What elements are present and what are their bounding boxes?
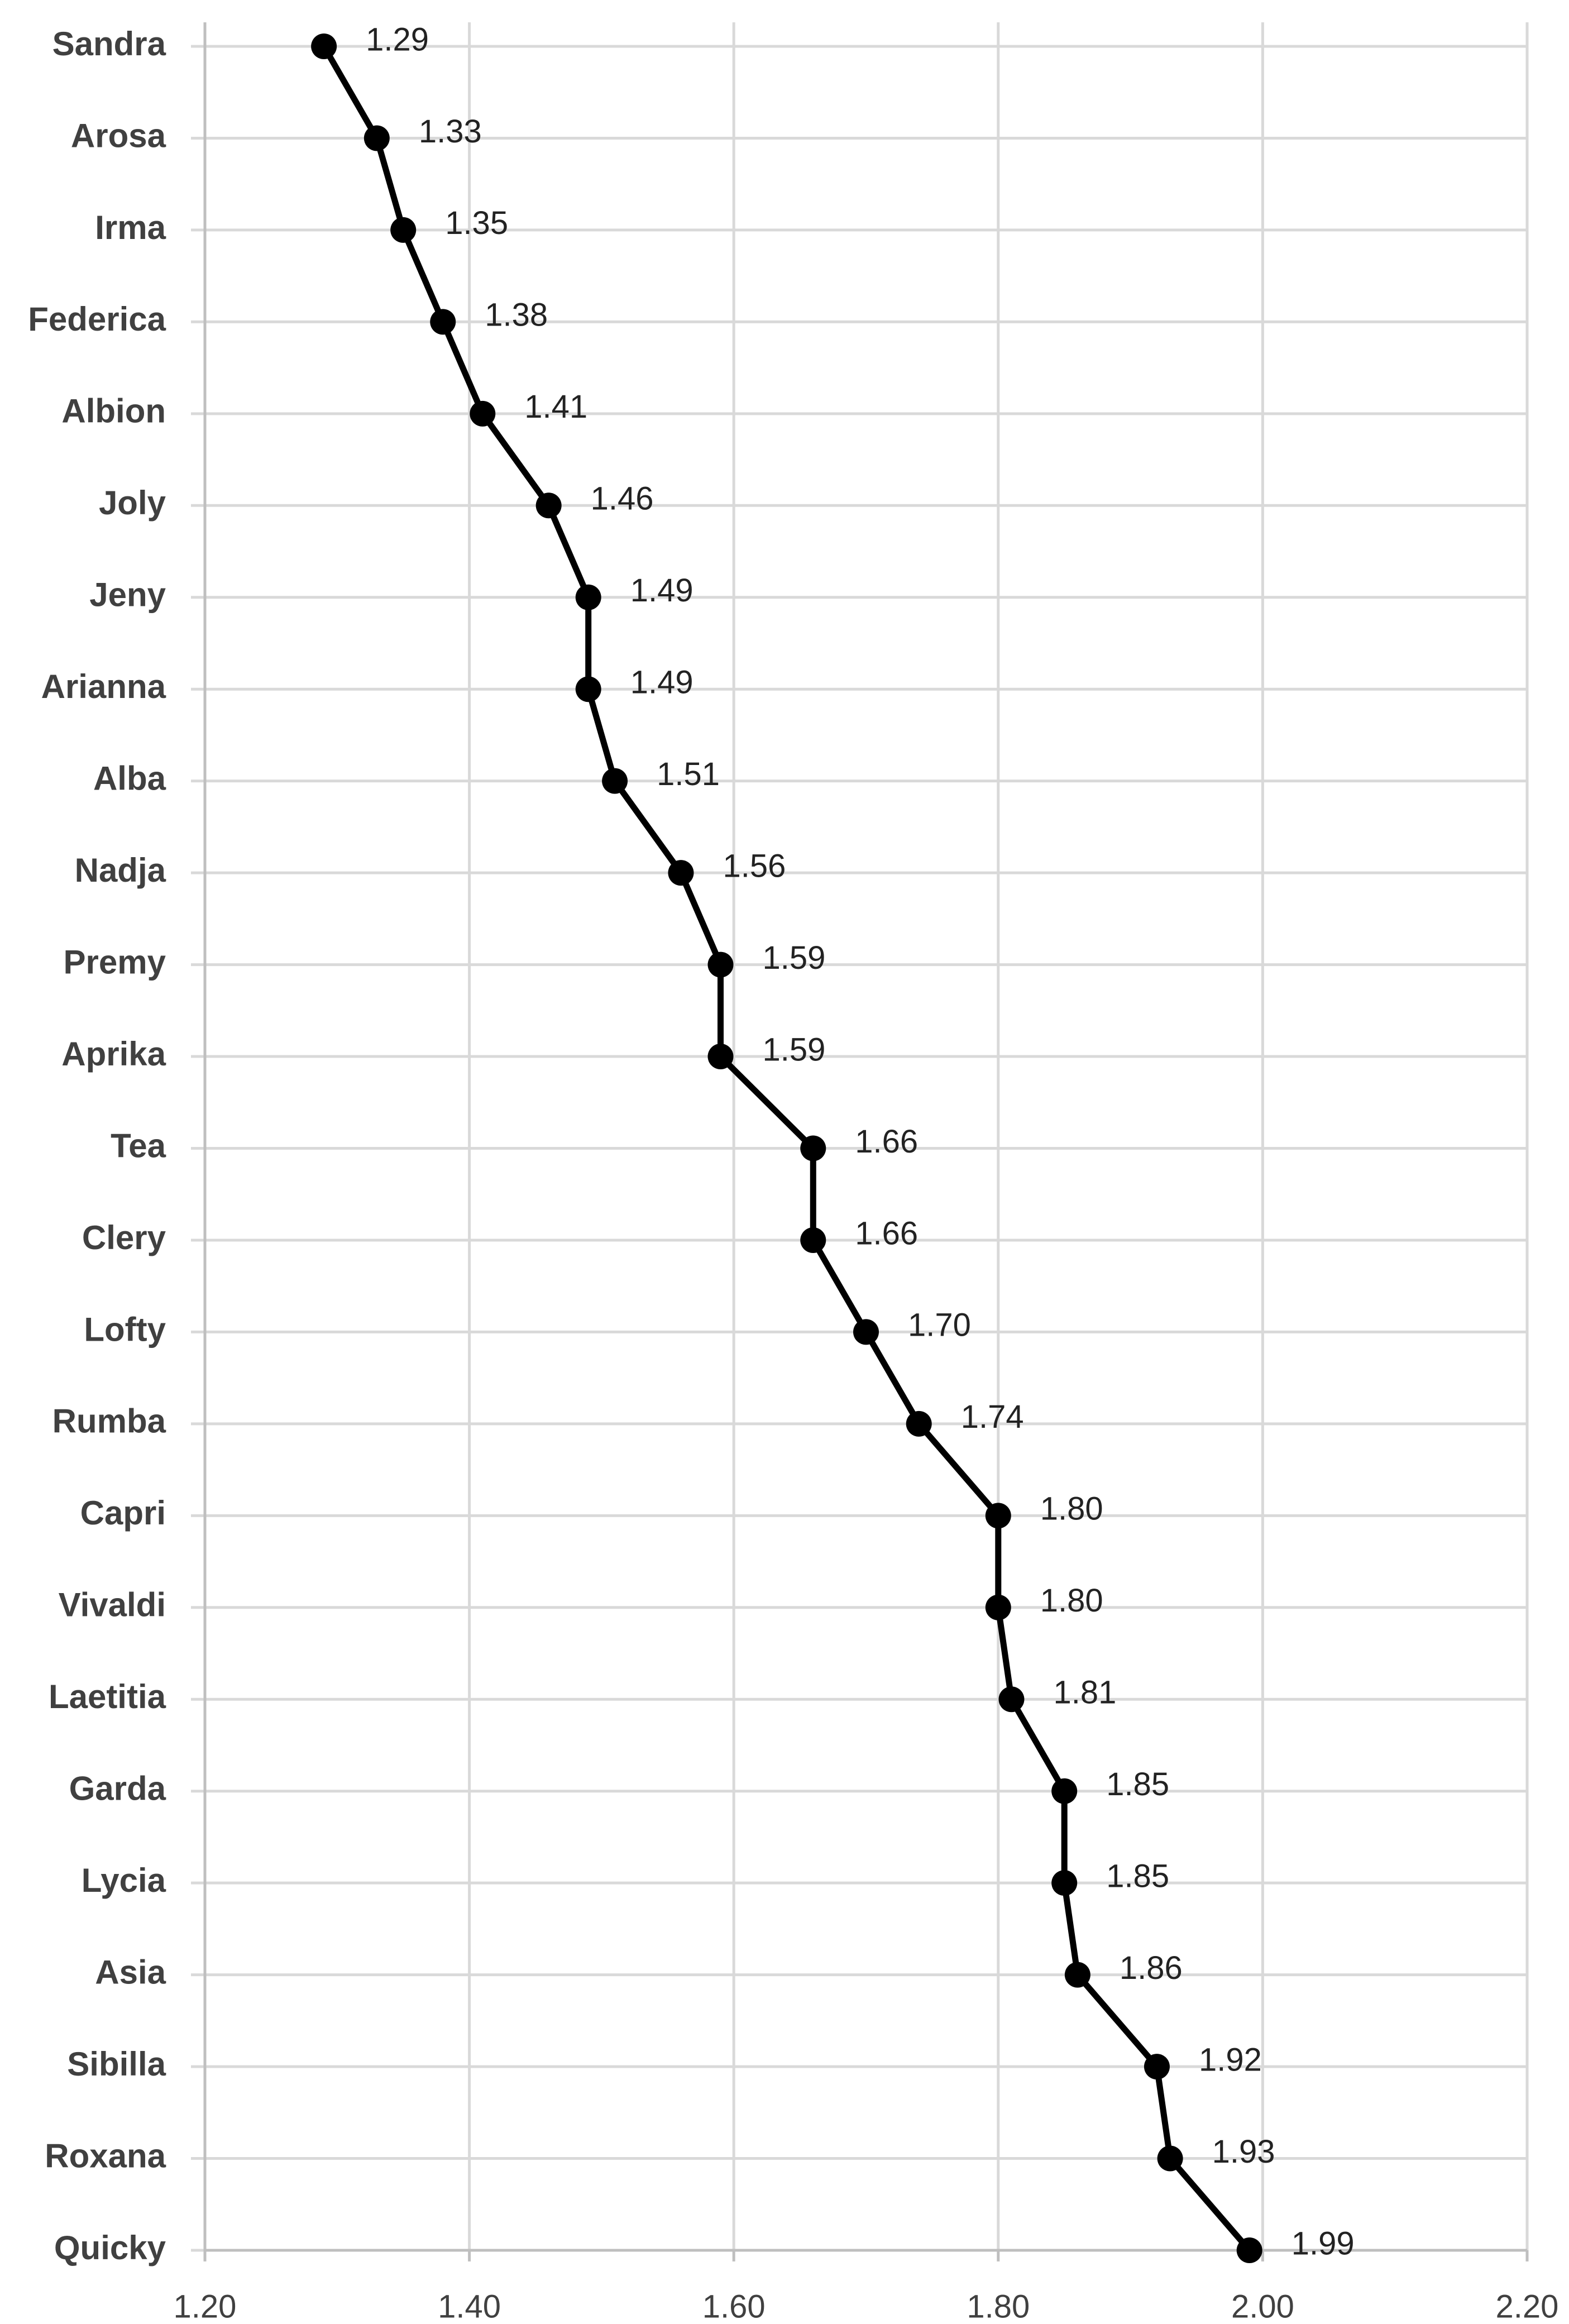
point: [985, 1503, 1011, 1529]
point: [985, 1594, 1011, 1620]
y-tick-label: Sibilla: [67, 2045, 166, 2083]
data-label: 1.49: [630, 572, 693, 609]
y-tick-label: Lofty: [84, 1311, 166, 1348]
y-tick-label: Asia: [95, 1953, 166, 1991]
data-label: 1.38: [485, 297, 548, 333]
point: [707, 951, 734, 978]
data-label: 1.80: [1040, 1582, 1103, 1619]
y-tick-label: Nadja: [75, 852, 166, 889]
point: [535, 492, 562, 519]
data-label: 1.59: [763, 940, 826, 976]
point: [906, 1410, 932, 1437]
data-label: 1.56: [723, 848, 786, 884]
point: [1064, 1962, 1090, 1988]
data-label: 1.59: [763, 1031, 826, 1068]
y-tick-label: Vivaldi: [59, 1586, 166, 1624]
point: [998, 1686, 1025, 1713]
y-tick-label: Arosa: [71, 117, 166, 154]
point: [1051, 1778, 1078, 1804]
point: [363, 125, 390, 151]
y-tick-label: Roxana: [45, 2137, 166, 2174]
y-tick-label: Sandra: [52, 25, 166, 63]
data-label: 1.33: [419, 113, 482, 150]
point: [1157, 2145, 1183, 2172]
y-tick-label: Jeny: [89, 576, 166, 614]
y-tick-label: Tea: [111, 1127, 166, 1164]
y-tick-label: Aprika: [61, 1035, 166, 1073]
y-tick-label: Premy: [64, 943, 166, 981]
point: [575, 676, 601, 702]
y-tick-label: Laetitia: [49, 1678, 166, 1715]
point: [1236, 2237, 1262, 2263]
y-tick-label: Joly: [99, 484, 166, 522]
x-tick-label: 1.60: [702, 2288, 766, 2324]
x-tick-label: 2.20: [1496, 2288, 1559, 2324]
x-tick-label: 1.40: [438, 2288, 501, 2324]
data-label: 1.85: [1106, 1766, 1169, 1802]
point: [800, 1227, 826, 1253]
point: [1051, 1870, 1078, 1896]
data-label: 1.70: [908, 1307, 971, 1343]
point: [390, 217, 417, 243]
point: [1144, 2054, 1170, 2080]
point: [707, 1044, 734, 1070]
point: [311, 34, 337, 59]
y-tick-label: Federica: [28, 300, 166, 338]
data-label: 1.74: [961, 1399, 1024, 1435]
point: [853, 1319, 879, 1345]
data-label: 1.80: [1040, 1491, 1103, 1527]
data-label: 1.86: [1120, 1950, 1183, 1986]
data-label: 1.66: [855, 1215, 918, 1251]
data-label: 1.93: [1212, 2134, 1275, 2170]
data-label: 1.35: [445, 205, 508, 241]
y-tick-label: Irma: [95, 209, 166, 246]
y-tick-label: Garda: [69, 1770, 166, 1807]
y-tick-label: Rumba: [52, 1403, 166, 1440]
point: [470, 400, 496, 427]
data-label: 1.49: [630, 664, 693, 701]
data-label: 1.85: [1106, 1858, 1169, 1894]
point: [430, 309, 456, 335]
y-tick-label: Quicky: [54, 2229, 166, 2266]
data-label: 1.51: [657, 756, 720, 792]
y-tick-label: Clery: [82, 1219, 166, 1256]
y-tick-label: Lycia: [82, 1862, 166, 1899]
y-tick-label: Albion: [61, 393, 166, 430]
y-tick-label: Alba: [93, 760, 166, 797]
x-tick-label: 2.00: [1231, 2288, 1294, 2324]
data-label: 1.99: [1291, 2225, 1355, 2261]
x-tick-label: 1.80: [967, 2288, 1030, 2324]
data-label: 1.81: [1053, 1675, 1116, 1711]
y-tick-label: Capri: [80, 1494, 166, 1532]
y-tick-label: Arianna: [41, 668, 166, 705]
point: [602, 768, 628, 794]
data-label: 1.29: [366, 21, 429, 58]
data-label: 1.92: [1199, 2041, 1262, 2078]
data-label: 1.46: [591, 481, 654, 517]
point: [668, 860, 694, 886]
data-label: 1.41: [524, 389, 587, 425]
point: [575, 584, 601, 610]
data-label: 1.66: [855, 1123, 918, 1160]
point: [800, 1135, 826, 1161]
x-tick-label: 1.20: [174, 2288, 237, 2324]
